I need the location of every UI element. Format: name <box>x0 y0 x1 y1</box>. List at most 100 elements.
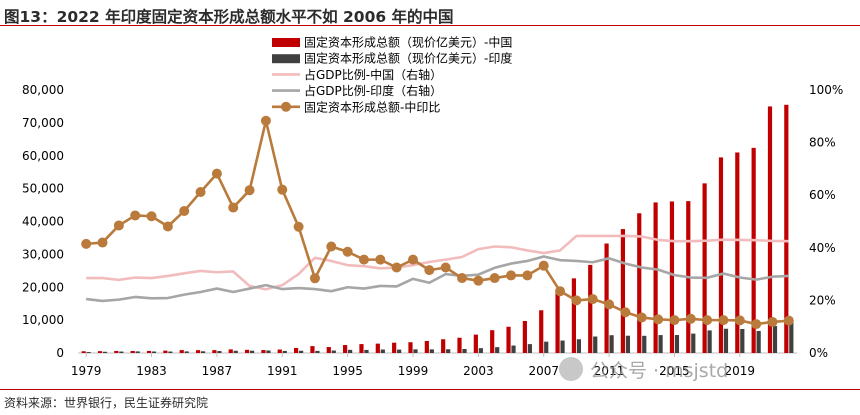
source-rule <box>0 389 860 390</box>
china-gfcf-bar <box>277 349 282 353</box>
y-right-tick-label: 20% <box>809 293 836 307</box>
legend-label: 固定资本形成总额-中印比 <box>304 99 440 114</box>
india-gfcf-bar <box>282 350 287 353</box>
china-gfcf-bar <box>506 326 511 353</box>
china-gfcf-bar <box>392 342 397 353</box>
china-gfcf-bar <box>702 183 707 353</box>
legend-swatch <box>272 54 300 64</box>
ratio-point <box>522 270 533 281</box>
india-gfcf-bar <box>609 335 614 353</box>
india-gfcf-bar <box>380 349 385 353</box>
y-left-tick-label: 60,000 <box>22 149 64 163</box>
ratio-point <box>342 246 353 257</box>
legend-label: 占GDP比例-印度（右轴） <box>304 83 442 98</box>
y-left-tick-label: 30,000 <box>22 247 64 261</box>
ratio-point <box>375 254 386 265</box>
china-gfcf-bar <box>326 347 331 353</box>
china-gfcf-bar <box>408 342 413 353</box>
y-left-tick-label: 70,000 <box>22 116 64 130</box>
china-gfcf-bar <box>195 350 201 353</box>
ratio-point <box>407 254 418 265</box>
china-gfcf-bar <box>163 350 168 353</box>
china-gfcf-bar <box>457 337 462 353</box>
ratio-point <box>195 187 206 198</box>
india-gfcf-bar <box>674 335 680 353</box>
china-gfcf-bar <box>571 278 576 353</box>
india-gfcf-bar <box>200 351 206 353</box>
ratio-point <box>440 262 451 273</box>
india-gfcf-bar <box>658 335 663 353</box>
china-gfcf-bar <box>375 343 380 353</box>
china-gfcf-bar <box>228 349 233 353</box>
ratio-point <box>81 238 92 249</box>
india-gfcf-bar <box>331 350 336 353</box>
india-gfcf-bar <box>789 322 794 353</box>
chart: 0 10,000 20,000 30,000 40,000 50,000 60,000 70,… <box>22 35 843 383</box>
china-gfcf-bar <box>490 330 495 353</box>
india-gfcf-bar <box>413 349 418 353</box>
ratio-point <box>489 273 500 284</box>
china-gfcf-bar <box>522 320 527 353</box>
x-tick-label: 1987 <box>202 364 233 378</box>
india-gfcf-bar <box>299 350 304 353</box>
india-gfcf-bar <box>691 333 696 353</box>
ratio-point <box>424 265 435 276</box>
ratio-point <box>113 220 124 231</box>
ratio-point <box>718 315 729 326</box>
chart-legend: 固定资本形成总额（现价亿美元）-中国固定资本形成总额（现价亿美元）-印度占GDP… <box>272 35 512 114</box>
india-gfcf-bar <box>233 350 238 353</box>
ratio-point <box>146 211 157 222</box>
ratio-point <box>669 315 680 326</box>
x-tick-label: 1995 <box>332 364 363 378</box>
y-left-tick-label: 80,000 <box>22 83 64 97</box>
india-share-line <box>86 255 789 303</box>
ratio-point <box>179 205 190 216</box>
ratio-point <box>555 286 566 297</box>
ratio-point <box>211 168 222 179</box>
x-tick-label: 1999 <box>398 364 429 378</box>
india-gfcf-bar <box>184 351 189 353</box>
watermark-text: 公众号 · msjstd <box>590 360 728 382</box>
india-gfcf-bar <box>527 344 532 353</box>
y-right-tick-label: 80% <box>809 136 836 150</box>
ratio-point <box>734 315 745 326</box>
ratio-point <box>506 270 517 281</box>
china-gfcf-bar <box>261 350 266 353</box>
china-gfcf-bar <box>359 344 364 353</box>
ratio-point <box>326 241 337 252</box>
ratio-point <box>162 221 173 232</box>
ratio-point <box>702 315 713 326</box>
ratio-point <box>277 184 288 195</box>
y-right-tick-label: 40% <box>809 241 836 255</box>
india-gfcf-bar <box>707 330 712 353</box>
china-gfcf-bar <box>718 157 724 353</box>
china-gfcf-bar <box>555 293 560 353</box>
ratio-point <box>571 295 582 306</box>
ratio-point <box>751 319 762 330</box>
legend-label: 固定资本形成总额（现价亿美元）-印度 <box>304 51 512 66</box>
china-gfcf-bar <box>653 202 658 353</box>
legend-label: 占GDP比例-中国（右轴） <box>304 67 442 82</box>
ratio-point <box>457 273 468 284</box>
watermark: 公众号 · msjstd <box>559 357 728 382</box>
china-gfcf-bar <box>114 350 119 353</box>
india-gfcf-bar <box>364 349 369 353</box>
india-gfcf-bar <box>135 351 140 353</box>
ratio-point <box>767 316 778 327</box>
ratio-point <box>473 275 484 286</box>
india-gfcf-bar <box>429 349 434 353</box>
china-gfcf-bar <box>604 243 609 353</box>
legend-marker <box>281 101 291 112</box>
ratio-point <box>587 294 598 305</box>
china-gfcf-bar <box>473 334 478 353</box>
china-gfcf-bar <box>441 339 446 353</box>
china-gfcf-bar <box>310 346 315 353</box>
x-tick-label: 2011 <box>594 364 625 378</box>
ratio-point <box>130 210 141 221</box>
ratio-point <box>309 273 320 284</box>
india-gfcf-bar <box>446 349 451 353</box>
india-gfcf-bar <box>625 335 631 353</box>
ratio-point <box>620 307 631 318</box>
y-left-tick-label: 0 <box>56 346 64 360</box>
ratio-point <box>538 260 549 271</box>
